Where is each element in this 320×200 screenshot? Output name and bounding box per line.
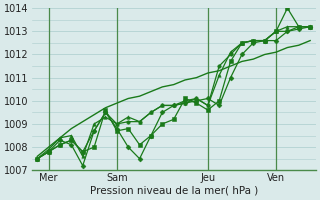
- X-axis label: Pression niveau de la mer( hPa ): Pression niveau de la mer( hPa ): [90, 186, 258, 196]
